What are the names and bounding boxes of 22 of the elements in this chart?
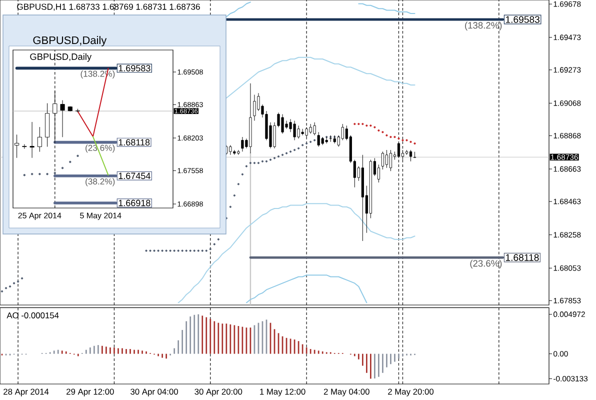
data-label: 1.69583 <box>506 16 540 23</box>
data-label: 1.68118 <box>506 254 539 261</box>
series-label: (23.6%) <box>470 260 502 269</box>
chart-title: GBPUSD,H1 1.68733 1.68769 1.68731 1.68736 <box>17 4 200 11</box>
data-label: 1.66918 <box>118 200 150 206</box>
x-tick-label: 5 May 2014 <box>80 212 122 220</box>
series-label: (138.2%) <box>465 22 502 30</box>
x-tick-label: 29 Apr 12:00 <box>66 388 114 396</box>
x-tick-label: 2 May 04:00 <box>324 388 370 396</box>
x-tick-label: 25 Apr 2014 <box>18 212 62 220</box>
x-tick-label: 30 Apr 20:00 <box>194 388 242 396</box>
data-label: 1.67454 <box>118 172 150 180</box>
x-tick-label: 2 May 20:00 <box>388 388 434 396</box>
x-tick-label: 28 Apr 2014 <box>4 388 49 396</box>
chart-subtitle: GBPUSD,Daily <box>30 53 92 62</box>
data-label: 1.69583 <box>118 65 150 72</box>
series-label: (38.2%) <box>86 178 115 186</box>
x-tick-label: 1 May 12:00 <box>260 388 306 396</box>
chart-title: GBPUSD,Daily <box>33 36 107 46</box>
data-label: 1.68118 <box>118 139 150 146</box>
x-tick-label: 30 Apr 04:00 <box>130 388 178 396</box>
chart-title: AO -0.000154 <box>6 312 59 318</box>
